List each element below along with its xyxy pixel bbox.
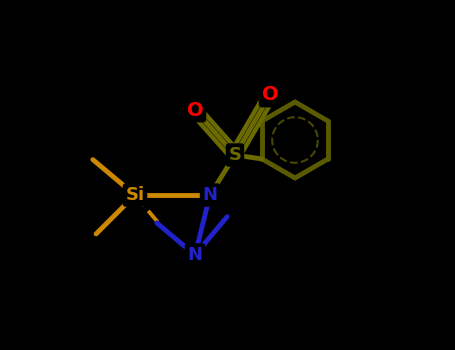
Text: N: N [202, 186, 217, 204]
Text: N: N [187, 246, 202, 264]
Text: Si: Si [126, 186, 145, 204]
Text: O: O [262, 85, 278, 105]
Text: O: O [187, 100, 203, 119]
Text: S: S [228, 146, 242, 164]
